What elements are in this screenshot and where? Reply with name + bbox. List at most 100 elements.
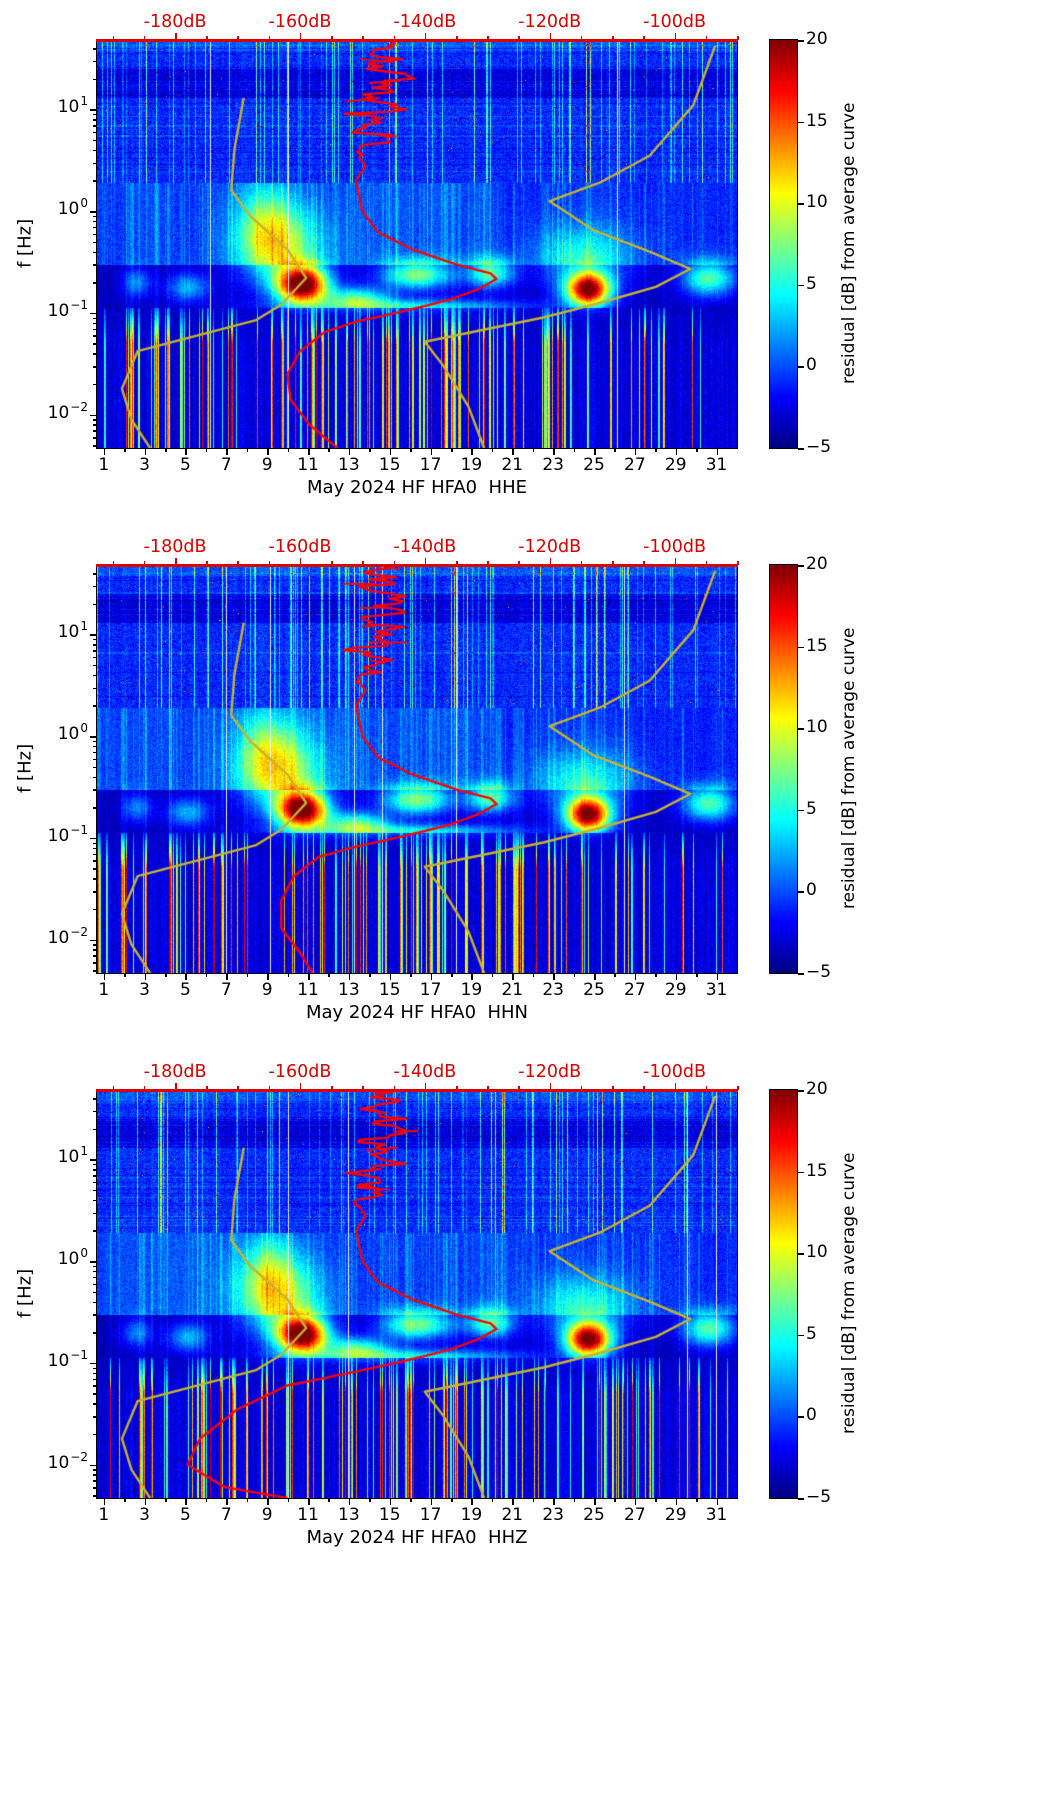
x-minor-tick [614,448,616,452]
x-tick-label: 27 [624,980,646,1000]
colorbar-tick [798,1253,804,1255]
y-minor-tick [93,264,97,266]
top-db-tick [674,1083,677,1090]
x-tick [553,448,555,455]
x-tick [103,973,106,980]
colorbar-tick-label: 0 [806,880,817,901]
y-tick-label-base: 10 [47,1350,70,1371]
y-minor-tick [93,970,97,972]
y-minor-tick [93,656,97,659]
y-tick-label: 101 [30,1144,88,1167]
x-tick-label: 19 [460,1505,483,1525]
top-db-tick [580,36,583,40]
y-minor-tick [93,139,97,142]
y-minor-tick [93,745,97,748]
top-db-tick [362,1086,364,1090]
y-minor-tick [93,180,97,182]
top-db-tick [175,33,177,40]
y-minor-tick [93,1163,97,1166]
y-minor-tick [93,674,97,677]
x-tick [634,1498,637,1505]
colorbar-tick-label: 20 [806,554,828,574]
x-tick-label: 9 [261,980,273,1000]
x-tick-label: 15 [378,980,401,1000]
colorbar-tick [798,809,804,812]
colorbar-tick-label: 10 [806,1242,828,1263]
x-tick [308,973,310,980]
colorbar-tick-label: 15 [806,1160,828,1181]
top-db-tick [393,1086,396,1090]
colorbar [769,564,798,974]
top-db-tick [643,36,645,40]
y-tick-label: 101 [30,94,88,117]
colorbar [769,1089,798,1499]
x-minor-tick [614,1498,616,1502]
y-tick-label: 101 [30,619,88,643]
y-tick-label-base: 10 [47,927,70,948]
y-minor-tick [93,131,97,134]
x-tick [144,973,147,980]
y-tick-label-base: 10 [57,622,80,643]
x-tick-label: 5 [180,455,191,475]
y-minor-tick [93,1332,97,1334]
colorbar-label: residual [dB] from average curve [839,1152,859,1434]
x-minor-tick [205,1498,208,1502]
x-minor-tick [655,1498,657,1502]
y-tick-label-base: 10 [47,402,70,423]
top-db-tick [362,561,364,565]
y-tick-label-exponent: −1 [70,1347,88,1362]
x-tick [226,1498,228,1505]
y-minor-tick [93,1474,97,1476]
top-db-label: -160dB [268,12,332,32]
colorbar-tick [798,1171,804,1174]
top-db-tick [549,1083,552,1090]
y-minor-tick [93,282,97,284]
top-db-tick [549,33,552,40]
colorbar-tick-label: −5 [806,437,832,457]
y-tick [90,312,96,315]
colorbar-tick [798,284,804,287]
y-minor-tick [93,1416,97,1418]
y-tick [90,414,96,417]
y-tick [90,837,96,840]
top-db-tick [299,33,302,40]
y-minor-tick [93,573,97,575]
x-tick-label: 19 [460,455,483,475]
y-tick [90,1464,96,1467]
top-db-tick [612,1086,614,1090]
x-tick [512,1498,514,1505]
y-minor-tick [93,1283,97,1286]
x-tick [675,973,678,980]
spectrogram-heatmap-canvas [97,565,737,973]
y-tick-label: 10−2 [30,1450,88,1473]
x-minor-tick [410,973,412,977]
top-db-tick [331,1086,333,1090]
y-minor-tick [93,1169,97,1171]
y-minor-tick [93,233,97,236]
top-db-label: -100dB [643,537,706,557]
x-tick-label: 27 [624,455,646,475]
top-db-tick [112,561,115,565]
y-minor-tick [93,424,97,426]
y-minor-tick [93,1469,97,1471]
x-minor-tick [696,448,698,452]
y-tick-label: 100 [30,196,88,219]
x-minor-tick [451,448,453,452]
colorbar-tick-label: 15 [806,110,828,131]
y-tick [90,211,96,213]
colorbar-tick-label: 5 [806,1323,817,1344]
x-tick [267,973,269,980]
top-db-tick [299,558,302,565]
x-tick [308,1498,310,1505]
colorbar-label: residual [dB] from average curve [839,627,859,909]
top-db-label: -100dB [643,1062,706,1082]
colorbar-tick-label: 0 [806,355,817,376]
x-tick-label: 21 [501,1505,524,1525]
y-tick-label: 100 [30,1246,88,1269]
top-db-tick [143,561,146,565]
x-tick [512,448,514,455]
y-tick-label: 100 [30,721,88,744]
y-minor-tick [93,1367,97,1370]
x-tick [348,973,351,980]
x-tick-label: 3 [139,980,150,1000]
